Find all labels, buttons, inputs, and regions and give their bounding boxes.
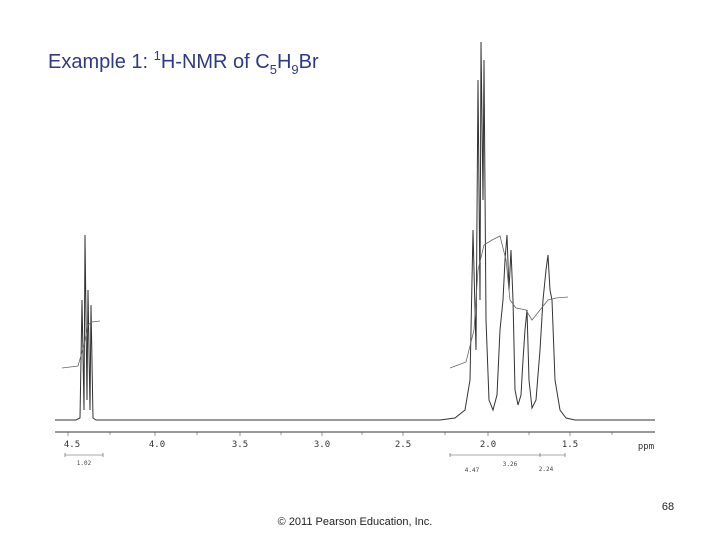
title-part: Br — [299, 51, 319, 73]
footer: © 2011 Pearson Education, Inc. — [278, 516, 433, 528]
axis-label: 3.5 — [232, 440, 248, 450]
integration-brackets — [64, 453, 566, 457]
page-number: 68 — [662, 501, 674, 513]
axis-label: 4.0 — [149, 440, 165, 450]
spectrum-trace — [55, 41, 655, 421]
integration-value: 4.47 — [465, 467, 480, 474]
axis-label: 2.5 — [395, 440, 411, 450]
axis-label: ppm — [638, 442, 654, 452]
axis-minor-ticks — [67, 432, 613, 436]
integration-value: 1.02 — [77, 460, 92, 467]
integration-value: 3.26 — [503, 461, 518, 468]
title-part: Example 1: — [48, 51, 154, 73]
title-sub: 5 — [270, 62, 277, 77]
axis-label: 3.0 — [314, 440, 330, 450]
integration-value: 2.24 — [539, 466, 554, 473]
axis-label: 2.0 — [480, 440, 496, 450]
title-sup: 1 — [154, 48, 161, 63]
axis-label: 4.5 — [64, 440, 80, 450]
title-part: H-NMR of C — [161, 51, 270, 73]
integration-curve — [449, 235, 569, 369]
axis-label: 1.5 — [562, 440, 578, 450]
title-part: H — [277, 51, 291, 73]
spectrum — [55, 41, 655, 436]
title-sub: 9 — [291, 62, 298, 77]
integration-curve — [61, 320, 101, 369]
slide-title: Example 1: 1H-NMR of C5H9Br — [48, 48, 319, 77]
